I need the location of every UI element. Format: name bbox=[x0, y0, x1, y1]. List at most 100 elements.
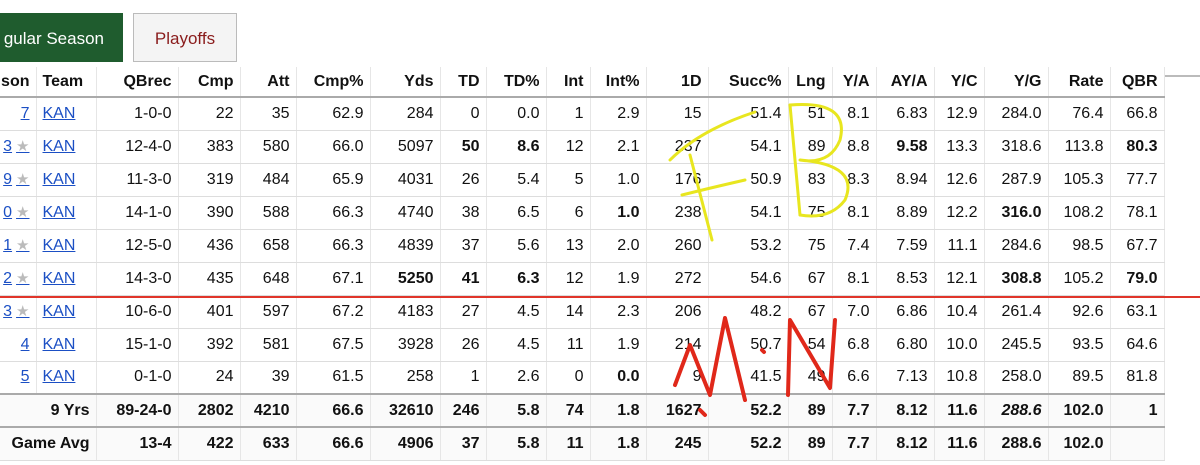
stat-cell: 435 bbox=[178, 262, 241, 296]
totals-row: Game Avg 13-4 422 633 66.6 4906 37 5.8 11 1.8 245 5… bbox=[0, 426, 1165, 461]
column-header-1d[interactable]: 1D bbox=[646, 67, 709, 98]
table-row: 9 ★ KAN 11-3-0 319 484 65.9 4031 26 5.4 5 1.0 176 50.… bbox=[0, 163, 1165, 197]
column-header-qbr[interactable]: QBR bbox=[1110, 67, 1165, 98]
stat-cell: 15-1-0 bbox=[96, 328, 179, 362]
column-header-att[interactable]: Att bbox=[240, 67, 297, 98]
stat-cell: 12-5-0 bbox=[96, 229, 179, 263]
column-header-int-[interactable]: Int% bbox=[590, 67, 647, 98]
stat-cell: 79.0 bbox=[1110, 262, 1165, 296]
column-header-y-c[interactable]: Y/C bbox=[934, 67, 985, 98]
totals-row: 9 Yrs 89-24-0 2802 4210 66.6 32610 246 5.8 74 1.8… bbox=[0, 393, 1165, 428]
team-link[interactable]: KAN bbox=[36, 97, 97, 131]
team-link[interactable]: KAN bbox=[36, 130, 97, 164]
stat-cell: 105.2 bbox=[1048, 262, 1111, 296]
stat-cell: 1 bbox=[440, 361, 487, 395]
stat-cell: 1.0 bbox=[590, 163, 647, 197]
stat-cell: 8.53 bbox=[876, 262, 935, 296]
column-header-td-[interactable]: TD% bbox=[486, 67, 547, 98]
stat-cell: 4839 bbox=[370, 229, 441, 263]
stat-cell: 176 bbox=[646, 163, 709, 197]
stat-cell: 588 bbox=[240, 196, 297, 230]
table-row: 1 ★ KAN 12-5-0 436 658 66.3 4839 37 5.6 13 2.0 260 53… bbox=[0, 229, 1165, 263]
column-header-y-a[interactable]: Y/A bbox=[832, 67, 877, 98]
table-row: 3 ★ KAN 10-6-0 401 597 67.2 4183 27 4.5 14 2.3 206 48… bbox=[0, 295, 1165, 329]
column-header-son[interactable]: son bbox=[0, 67, 37, 98]
stat-cell: 81.8 bbox=[1110, 361, 1165, 395]
stat-cell: 258 bbox=[370, 361, 441, 395]
season-label[interactable]: 3 bbox=[3, 138, 13, 155]
total-cell: 52.2 bbox=[708, 426, 789, 461]
team-link[interactable]: KAN bbox=[36, 295, 97, 329]
stat-cell: 392 bbox=[178, 328, 241, 362]
column-header-team[interactable]: Team bbox=[36, 67, 97, 98]
stat-cell: 8.94 bbox=[876, 163, 935, 197]
pro-bowl-star-icon: ★ bbox=[16, 237, 30, 254]
team-link[interactable]: KAN bbox=[36, 361, 97, 395]
team-link[interactable]: KAN bbox=[36, 262, 97, 296]
season-label[interactable]: 2 bbox=[3, 270, 13, 287]
column-header-qbrec[interactable]: QBrec bbox=[96, 67, 179, 98]
total-cell: 422 bbox=[178, 426, 241, 461]
season-label[interactable]: 9 bbox=[3, 171, 13, 188]
total-cell: 7.7 bbox=[832, 393, 877, 428]
season-label[interactable]: 1 bbox=[3, 237, 13, 254]
column-header-y-g[interactable]: Y/G bbox=[984, 67, 1049, 98]
stat-cell: 41.5 bbox=[708, 361, 789, 395]
team-link[interactable]: KAN bbox=[36, 196, 97, 230]
team-link[interactable]: KAN bbox=[36, 328, 97, 362]
column-header-int[interactable]: Int bbox=[546, 67, 591, 98]
total-cell: 1 bbox=[1110, 393, 1165, 428]
team-link[interactable]: KAN bbox=[36, 163, 97, 197]
team-link[interactable]: KAN bbox=[36, 229, 97, 263]
season-link[interactable]: 7 bbox=[0, 97, 37, 131]
season-label[interactable]: 0 bbox=[3, 204, 13, 221]
tab-playoffs[interactable]: Playoffs bbox=[133, 13, 237, 62]
column-header-lng[interactable]: Lng bbox=[788, 67, 833, 98]
season-link[interactable]: 2 ★ bbox=[0, 262, 37, 296]
season-link[interactable]: 3 ★ bbox=[0, 130, 37, 164]
total-cell: 89-24-0 bbox=[96, 393, 179, 428]
season-link[interactable]: 9 ★ bbox=[0, 163, 37, 197]
season-link[interactable]: 1 ★ bbox=[0, 229, 37, 263]
column-header-ay-a[interactable]: AY/A bbox=[876, 67, 935, 98]
stat-cell: 10.4 bbox=[934, 295, 985, 329]
column-header-cmp[interactable]: Cmp bbox=[178, 67, 241, 98]
stat-cell: 3928 bbox=[370, 328, 441, 362]
stat-cell: 48.2 bbox=[708, 295, 789, 329]
stat-cell: 66.0 bbox=[296, 130, 371, 164]
total-cell: 11.6 bbox=[934, 393, 985, 428]
stat-cell: 65.9 bbox=[296, 163, 371, 197]
stat-cell: 24 bbox=[178, 361, 241, 395]
season-link[interactable]: 0 ★ bbox=[0, 196, 37, 230]
stat-cell: 51.4 bbox=[708, 97, 789, 131]
passing-stats-table: son Team QBrec Cmp Att Cmp% Yds TD TD% Int Int% 1D S… bbox=[0, 67, 1165, 461]
stat-cell: 11-3-0 bbox=[96, 163, 179, 197]
stat-cell: 89.5 bbox=[1048, 361, 1111, 395]
stat-cell: 12.9 bbox=[934, 97, 985, 131]
stat-cell: 8.6 bbox=[486, 130, 547, 164]
stat-cell: 37 bbox=[440, 229, 487, 263]
season-link[interactable]: 3 ★ bbox=[0, 295, 37, 329]
season-label[interactable]: 7 bbox=[20, 104, 30, 122]
column-header-yds[interactable]: Yds bbox=[370, 67, 441, 98]
column-header-succ-[interactable]: Succ% bbox=[708, 67, 789, 98]
stat-cell: 14-3-0 bbox=[96, 262, 179, 296]
total-cell: 89 bbox=[788, 426, 833, 461]
season-label[interactable]: 5 bbox=[20, 368, 30, 386]
stat-cell: 50.7 bbox=[708, 328, 789, 362]
column-header-rate[interactable]: Rate bbox=[1048, 67, 1111, 98]
column-header-cmp-[interactable]: Cmp% bbox=[296, 67, 371, 98]
stat-cell: 35 bbox=[240, 97, 297, 131]
stat-cell: 78.1 bbox=[1110, 196, 1165, 230]
column-header-td[interactable]: TD bbox=[440, 67, 487, 98]
season-label[interactable]: 4 bbox=[20, 335, 30, 353]
stat-cell: 272 bbox=[646, 262, 709, 296]
stat-cell: 50 bbox=[440, 130, 487, 164]
season-link[interactable]: 4 bbox=[0, 328, 37, 362]
table-row: 5 KAN 0-1-0 24 39 61.5 258 1 2.6 0 0.0 9 41.5 49 6.6 7.… bbox=[0, 361, 1165, 395]
tab-regular-season[interactable]: gular Season bbox=[0, 13, 123, 62]
total-cell: 633 bbox=[240, 426, 297, 461]
season-link[interactable]: 5 bbox=[0, 361, 37, 395]
season-label[interactable]: 3 bbox=[3, 303, 13, 320]
stat-cell: 0-1-0 bbox=[96, 361, 179, 395]
